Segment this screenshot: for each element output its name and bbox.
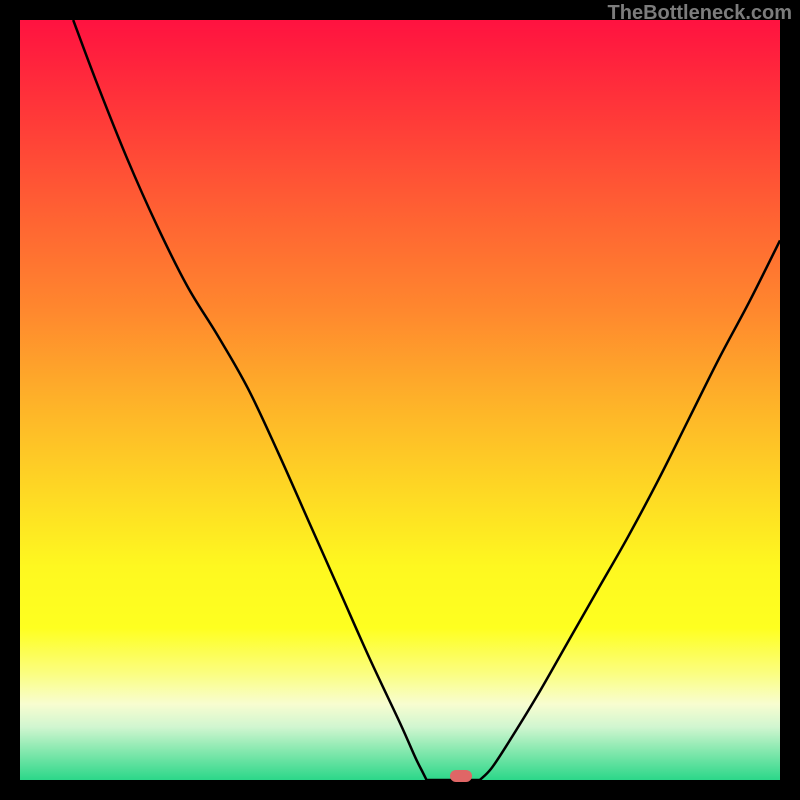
watermark-text: TheBottleneck.com [608,2,792,25]
plot-area [20,20,780,780]
chart-container: TheBottleneck.com [0,0,800,800]
optimum-marker [450,770,472,782]
bottleneck-curve [20,20,780,780]
